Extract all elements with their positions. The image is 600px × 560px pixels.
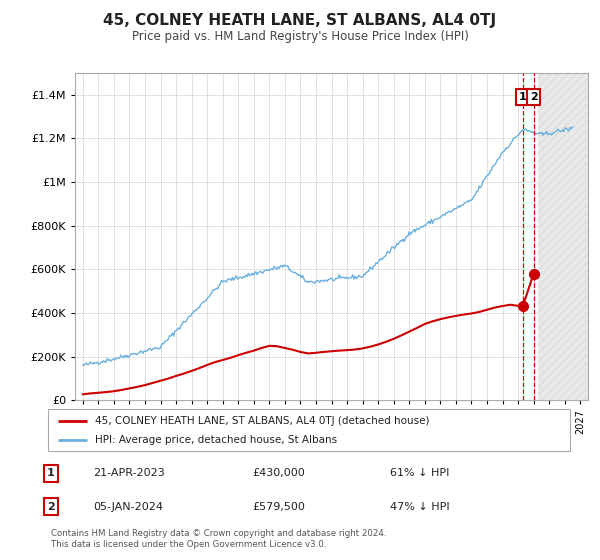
- Text: £579,500: £579,500: [252, 502, 305, 512]
- Bar: [538, 73, 588, 400]
- Text: £430,000: £430,000: [252, 468, 305, 478]
- Text: 47% ↓ HPI: 47% ↓ HPI: [390, 502, 449, 512]
- Text: 45, COLNEY HEATH LANE, ST ALBANS, AL4 0TJ (detached house): 45, COLNEY HEATH LANE, ST ALBANS, AL4 0T…: [95, 416, 430, 426]
- Text: Contains HM Land Registry data © Crown copyright and database right 2024.
This d: Contains HM Land Registry data © Crown c…: [51, 529, 386, 549]
- Text: Price paid vs. HM Land Registry's House Price Index (HPI): Price paid vs. HM Land Registry's House …: [131, 30, 469, 43]
- Bar: [538, 73, 588, 400]
- Text: HPI: Average price, detached house, St Albans: HPI: Average price, detached house, St A…: [95, 435, 337, 445]
- Text: 61% ↓ HPI: 61% ↓ HPI: [390, 468, 449, 478]
- Text: 05-JAN-2024: 05-JAN-2024: [93, 502, 163, 512]
- FancyBboxPatch shape: [48, 409, 570, 451]
- Text: 45, COLNEY HEATH LANE, ST ALBANS, AL4 0TJ: 45, COLNEY HEATH LANE, ST ALBANS, AL4 0T…: [103, 13, 497, 29]
- Text: 21-APR-2023: 21-APR-2023: [93, 468, 165, 478]
- Text: 1: 1: [47, 468, 55, 478]
- Text: 1: 1: [519, 92, 527, 102]
- Text: 2: 2: [47, 502, 55, 512]
- Text: 2: 2: [530, 92, 538, 102]
